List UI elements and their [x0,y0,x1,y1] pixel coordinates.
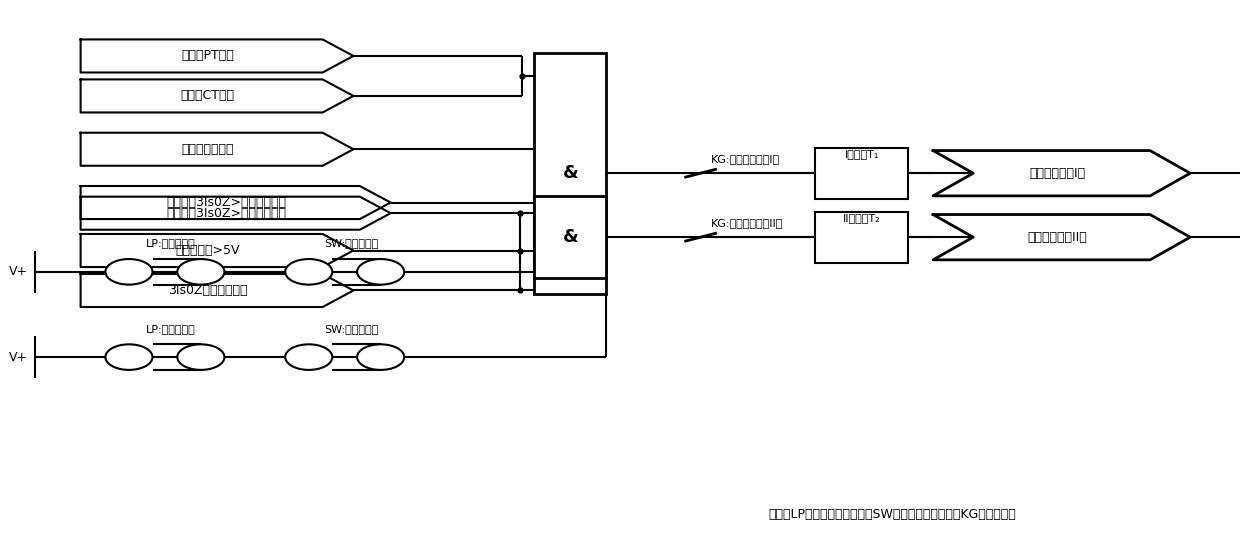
Bar [816,212,908,262]
Text: 高压侧CT断线: 高压侧CT断线 [181,90,234,102]
Polygon shape [81,79,353,112]
Text: 高压侧PT断线: 高压侧PT断线 [181,50,234,62]
Ellipse shape [357,344,404,370]
Bar [534,53,606,294]
Ellipse shape [177,344,224,370]
Text: SW:抽能侧保护: SW:抽能侧保护 [324,238,378,248]
Bar [534,196,606,278]
Ellipse shape [285,259,332,285]
Text: 抽能零序过流II段: 抽能零序过流II段 [1028,231,1087,244]
Text: 3Is0Z二次谐波闭锁: 3Is0Z二次谐波闭锁 [169,284,248,297]
Text: KG:抽能零序过流I段: KG:抽能零序过流I段 [711,154,780,164]
Ellipse shape [285,344,332,370]
Text: II段延时T₂: II段延时T₂ [843,213,880,223]
Polygon shape [81,186,391,219]
Polygon shape [81,197,391,230]
Polygon shape [81,39,353,72]
Text: 自产零流3Is0Z>零序过流定值: 自产零流3Is0Z>零序过流定值 [166,196,286,209]
Text: KG:抽能零序过流II段: KG:抽能零序过流II段 [711,217,782,228]
Bar [816,148,908,198]
Text: I段延时T₁: I段延时T₁ [844,149,879,159]
Text: V+: V+ [10,265,29,278]
Text: V+: V+ [10,351,29,364]
Polygon shape [932,150,1190,196]
Ellipse shape [105,259,153,285]
Ellipse shape [357,259,404,285]
Ellipse shape [105,344,153,370]
Text: 抽能零序过流I段: 抽能零序过流I段 [1029,167,1086,180]
Text: 零序方向在区外: 零序方向在区外 [181,143,234,156]
Text: LP:抽能侧保护: LP:抽能侧保护 [146,238,196,248]
Polygon shape [932,214,1190,260]
Polygon shape [81,133,353,166]
Text: 自产零流3Is0Z>零序过流定值: 自产零流3Is0Z>零序过流定值 [166,207,286,220]
Text: &: & [563,228,578,246]
Polygon shape [81,234,353,267]
Polygon shape [81,274,353,307]
Text: &: & [563,164,578,182]
Ellipse shape [177,259,224,285]
Text: LP:抽能侧保护: LP:抽能侧保护 [146,324,196,334]
Text: SW:抽能侧保护: SW:抽能侧保护 [324,324,378,334]
Text: 高压侧零压>5V: 高压侧零压>5V [176,244,241,257]
Text: 图中：LP为保护功能硬压板，SW为保护功能软压板，KG为保护功能: 图中：LP为保护功能硬压板，SW为保护功能软压板，KG为保护功能 [769,508,1017,521]
